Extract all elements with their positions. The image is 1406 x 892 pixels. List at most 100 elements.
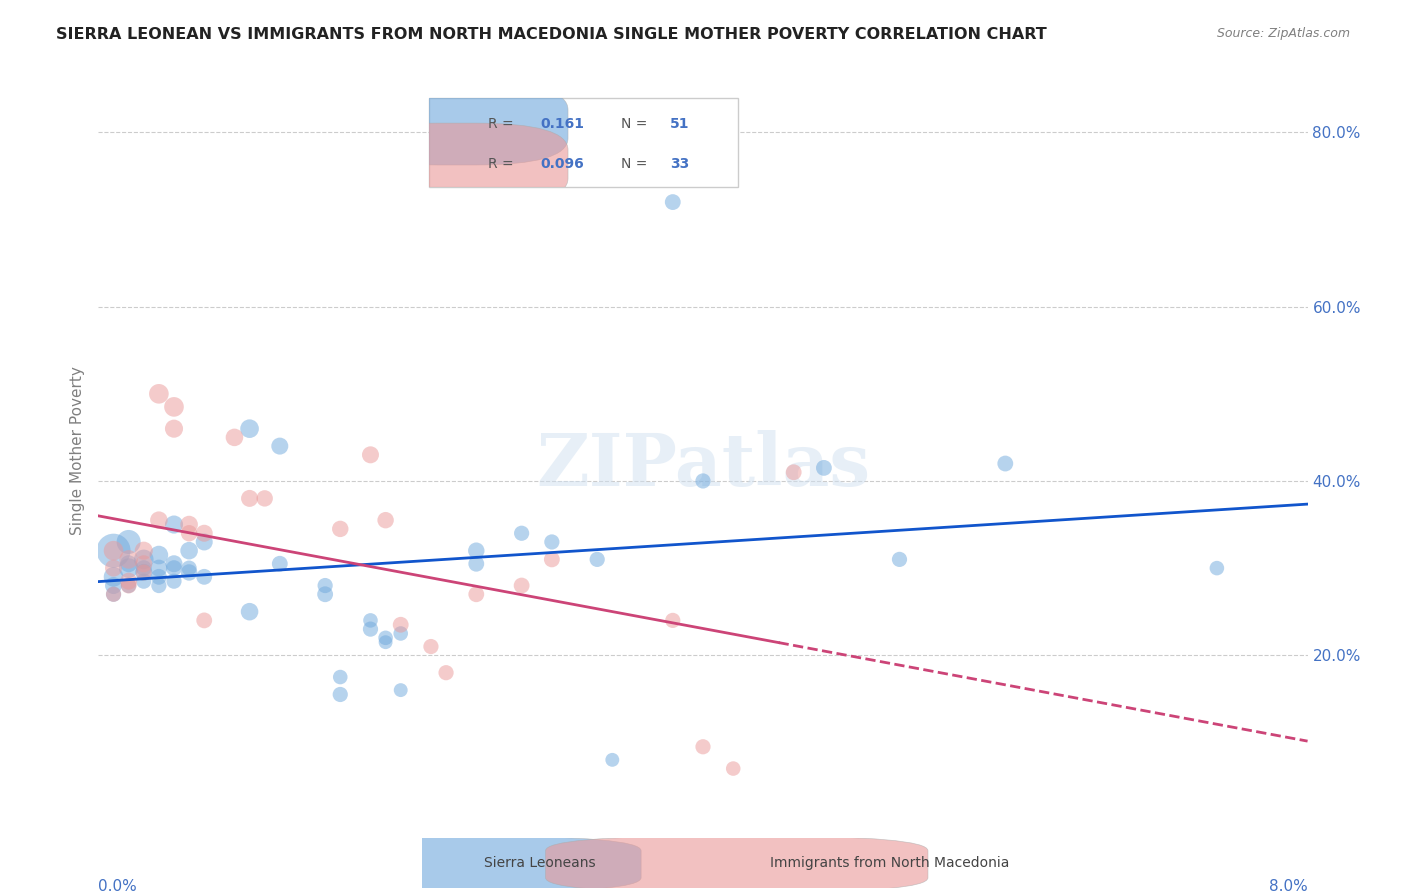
Y-axis label: Single Mother Poverty: Single Mother Poverty: [69, 366, 84, 535]
Text: Immigrants from North Macedonia: Immigrants from North Macedonia: [770, 856, 1010, 870]
Point: [239, 491, 262, 506]
Point: [420, 640, 443, 654]
Point: [193, 570, 215, 584]
Point: [179, 543, 201, 558]
Text: Sierra Leoneans: Sierra Leoneans: [484, 856, 595, 870]
Point: [163, 574, 186, 589]
Point: [132, 561, 155, 575]
Point: [1206, 561, 1229, 575]
Point: [163, 400, 186, 414]
Point: [132, 566, 155, 580]
Point: [239, 605, 262, 619]
Point: [132, 557, 155, 571]
Point: [586, 552, 609, 566]
FancyBboxPatch shape: [346, 83, 568, 165]
Point: [118, 574, 141, 589]
Point: [389, 617, 412, 632]
Text: 0.096: 0.096: [540, 157, 583, 171]
Point: [239, 422, 262, 436]
Point: [269, 439, 291, 453]
Point: [314, 587, 336, 601]
Point: [224, 430, 246, 444]
Point: [540, 535, 562, 549]
Point: [510, 526, 533, 541]
Point: [329, 522, 352, 536]
Point: [148, 386, 170, 401]
Point: [103, 570, 125, 584]
Text: 0.161: 0.161: [540, 117, 583, 131]
Point: [602, 753, 624, 767]
Text: Source: ZipAtlas.com: Source: ZipAtlas.com: [1216, 27, 1350, 40]
Point: [314, 578, 336, 592]
Point: [103, 587, 125, 601]
Point: [148, 570, 170, 584]
Point: [434, 665, 457, 680]
Point: [374, 635, 396, 649]
Point: [132, 552, 155, 566]
Point: [132, 543, 155, 558]
Point: [783, 465, 806, 479]
Point: [118, 578, 141, 592]
Point: [374, 513, 396, 527]
Point: [163, 517, 186, 532]
Point: [193, 526, 215, 541]
Point: [118, 552, 141, 566]
Point: [269, 557, 291, 571]
Text: R =: R =: [488, 117, 513, 131]
Point: [163, 557, 186, 571]
Text: R =: R =: [488, 157, 513, 171]
Point: [132, 566, 155, 580]
Point: [193, 614, 215, 628]
Point: [163, 561, 186, 575]
Text: SIERRA LEONEAN VS IMMIGRANTS FROM NORTH MACEDONIA SINGLE MOTHER POVERTY CORRELAT: SIERRA LEONEAN VS IMMIGRANTS FROM NORTH …: [56, 27, 1047, 42]
Point: [360, 448, 382, 462]
Text: 33: 33: [671, 157, 689, 171]
Point: [148, 561, 170, 575]
Point: [465, 557, 488, 571]
Point: [118, 535, 141, 549]
Point: [510, 578, 533, 592]
Point: [465, 587, 488, 601]
Point: [103, 543, 125, 558]
Point: [329, 688, 352, 702]
FancyBboxPatch shape: [259, 836, 641, 892]
Point: [103, 587, 125, 601]
Point: [132, 574, 155, 589]
Point: [253, 491, 276, 506]
Point: [148, 578, 170, 592]
Point: [661, 614, 683, 628]
Point: [692, 739, 714, 754]
Point: [179, 566, 201, 580]
Point: [389, 626, 412, 640]
Point: [103, 543, 125, 558]
Point: [148, 548, 170, 562]
Text: 8.0%: 8.0%: [1268, 879, 1308, 892]
Point: [103, 561, 125, 575]
FancyBboxPatch shape: [429, 98, 738, 187]
Point: [118, 578, 141, 592]
Point: [465, 543, 488, 558]
Point: [661, 195, 683, 210]
Point: [540, 552, 562, 566]
Point: [994, 457, 1017, 471]
Point: [374, 631, 396, 645]
Text: 51: 51: [671, 117, 689, 131]
Point: [179, 561, 201, 575]
Text: 0.0%: 0.0%: [98, 879, 138, 892]
Point: [163, 422, 186, 436]
Text: N =: N =: [620, 117, 647, 131]
Point: [148, 513, 170, 527]
Text: ZIPatlas: ZIPatlas: [536, 430, 870, 501]
Point: [813, 461, 835, 475]
Point: [179, 526, 201, 541]
Point: [103, 578, 125, 592]
Point: [118, 561, 141, 575]
Point: [389, 683, 412, 698]
Point: [723, 762, 745, 776]
Point: [889, 552, 911, 566]
Point: [360, 614, 382, 628]
Point: [179, 517, 201, 532]
Point: [193, 535, 215, 549]
Point: [692, 474, 714, 488]
Text: N =: N =: [620, 157, 647, 171]
